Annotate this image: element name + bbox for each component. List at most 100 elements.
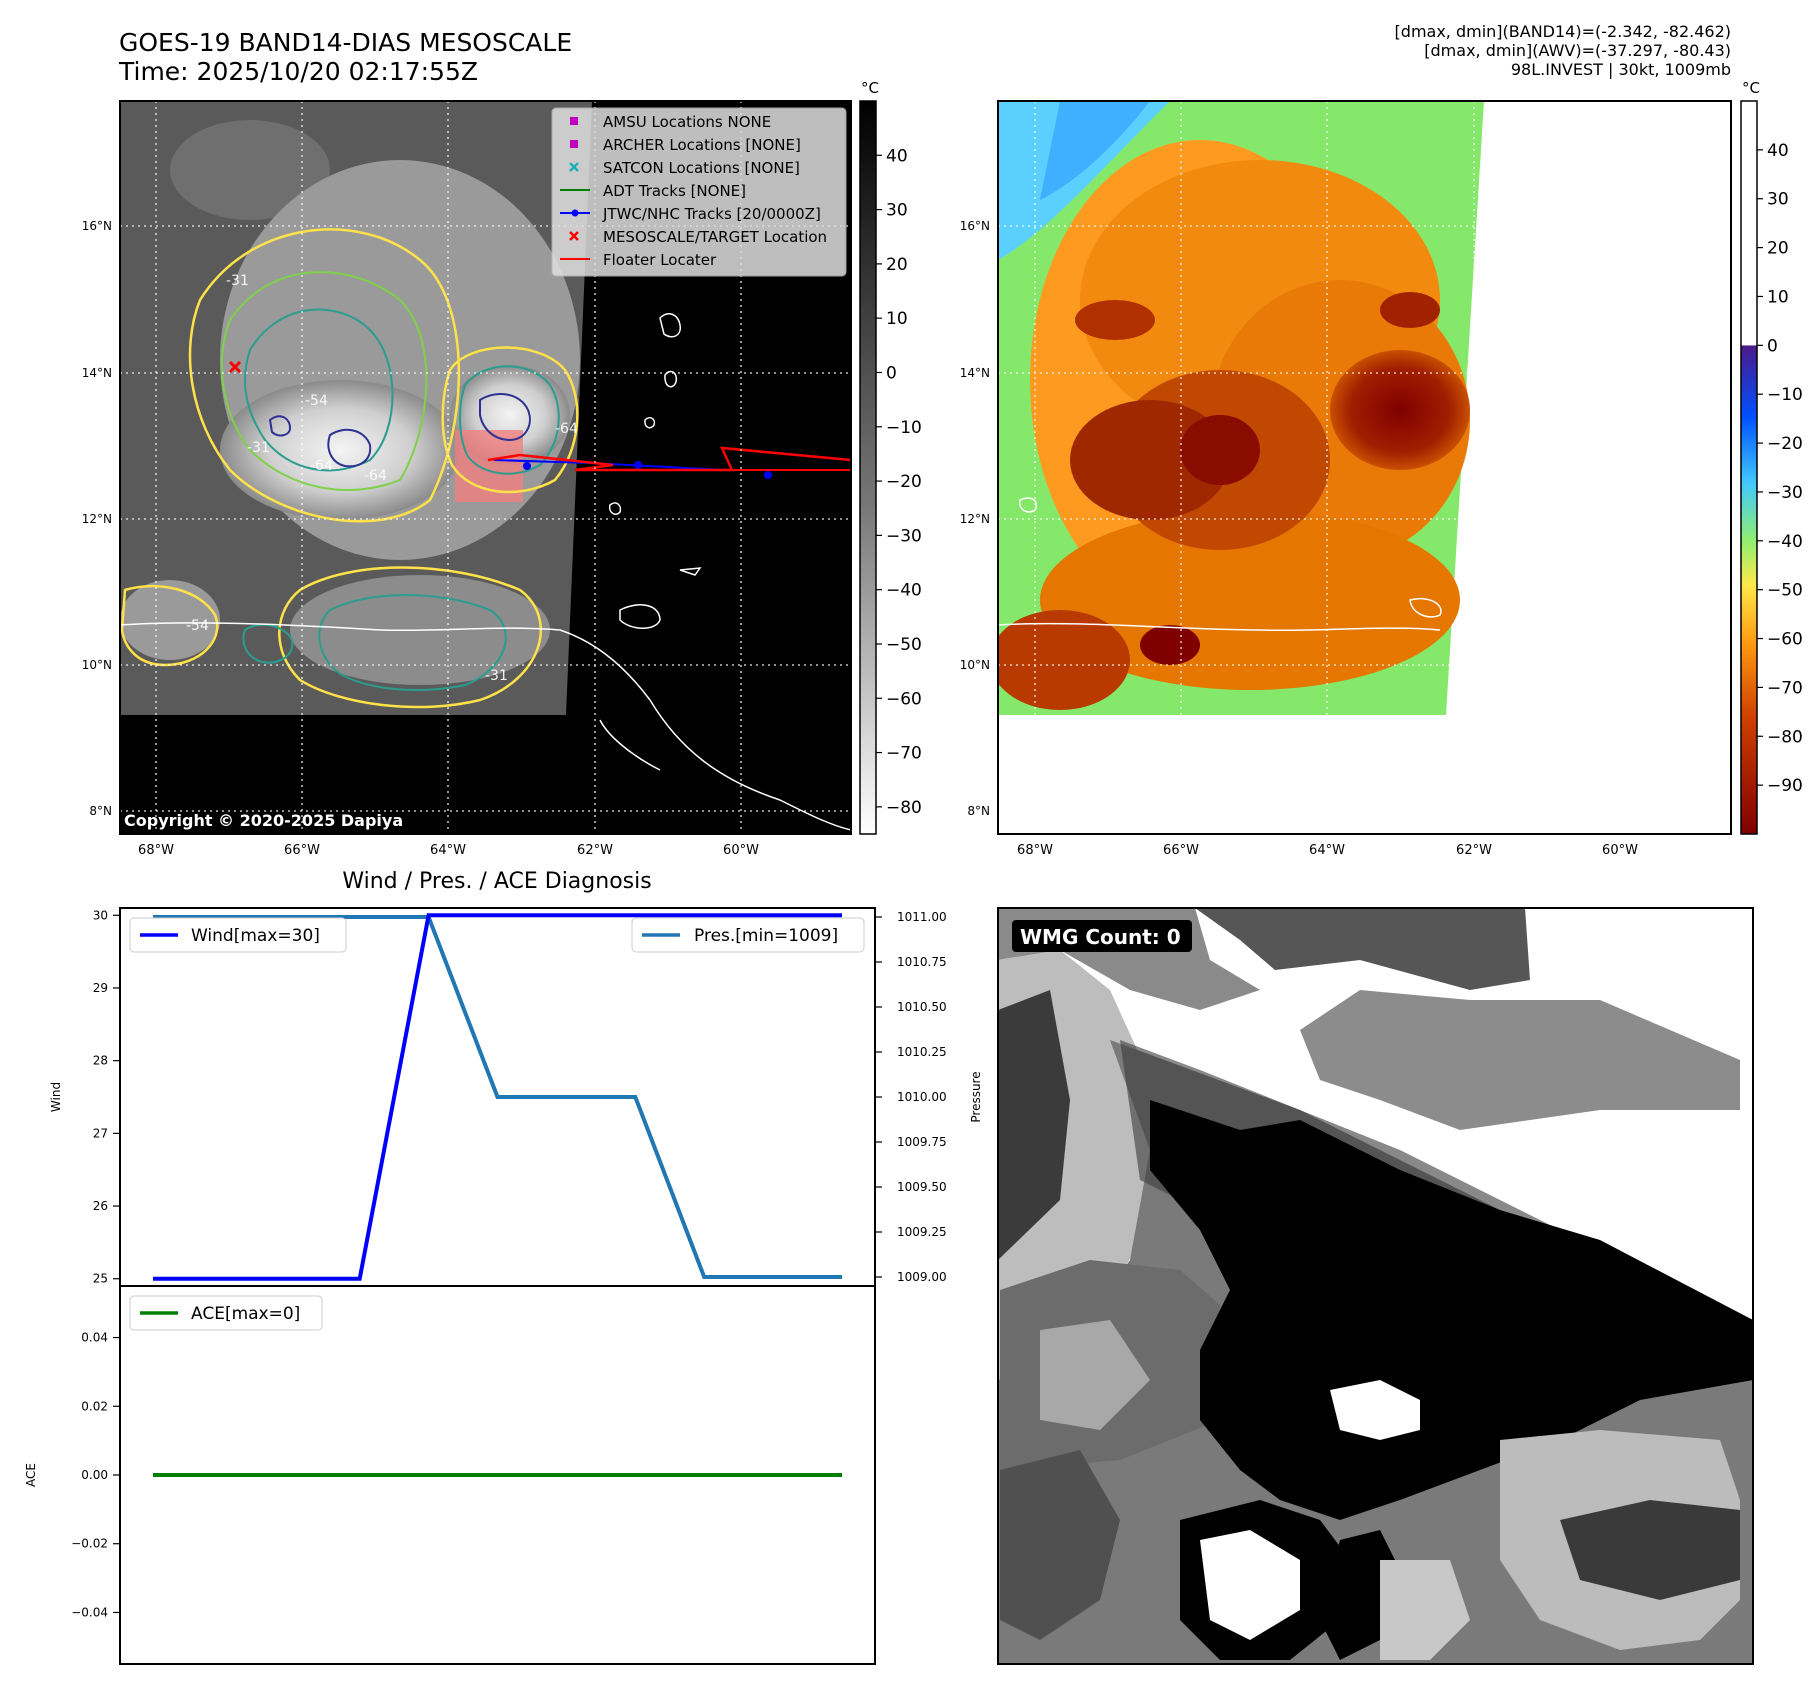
floater-locater-line [487,446,851,472]
lon-tick-label: 64°W [1309,843,1345,858]
lat-tick-label: 8°N [89,804,112,818]
lat-tick-label: 12°N [960,512,990,526]
colorbar-tick-label: −80 [886,798,922,818]
colorbar-tick-label: −10 [1767,385,1803,405]
ace-legend-label: ACE[max=0] [191,1304,300,1324]
colorbar-tick-label: 10 [1767,287,1789,307]
lat-tick-label: 14°N [82,366,112,380]
ace-legend: ACE[max=0] [129,1295,323,1331]
legend-label: SATCON Locations [NONE] [603,159,800,177]
lon-tick-label: 66°W [1163,843,1199,858]
colorbar-tick-label: 40 [1767,141,1789,161]
title-line-1: GOES-19 BAND14-DIAS MESOSCALE [119,28,573,57]
legend-label: JTWC/NHC Tracks [20/0000Z] [602,205,821,223]
pressure-tick-label: 1011.00 [897,910,947,924]
wind-tick-label: 25 [93,1272,108,1286]
colorbar-tick-label: 20 [1767,239,1789,259]
diagnosis-chart: Wind / Pres. / ACE Diagnosis Wind Pressu… [24,869,983,1665]
wind-tick-label: 28 [93,1054,108,1068]
lat-tick-label: 10°N [960,658,990,672]
figure-title: GOES-19 BAND14-DIAS MESOSCALE Time: 2025… [119,28,572,86]
contour-label: -64 [555,421,578,437]
lat-tick-label: 16°N [960,219,990,233]
title-line-2: Time: 2025/10/20 02:17:55Z [119,57,478,86]
wind-legend: Wind[max=30] [129,917,347,953]
wind-tick-label: 30 [93,908,108,922]
colorbar-tick-label: −80 [1767,727,1803,747]
lon-tick-label: 68°W [1017,843,1053,858]
wmg-panel: WMG Count: 0 [997,907,1754,1665]
contour-label: -31 [485,668,508,684]
colorbar-tick-label: −40 [886,581,922,601]
lat-tick-label: 8°N [967,804,990,818]
contour-label: -64 [364,468,387,484]
ir-legend: AMSU Locations NONE ARCHER Locations [NO… [551,107,847,277]
info-line-2: [dmax, dmin](AWV)=(-37.297, -80.43) [1424,41,1731,60]
wind-tick-label: 29 [93,981,108,995]
colorbar-tick-label: −70 [1767,678,1803,698]
jtwc-marker [560,209,590,217]
colorbar-tick-label: −50 [1767,581,1803,601]
colorbar-tick-label: −20 [1767,434,1803,454]
lon-tick-label: 66°W [284,843,320,858]
contour-label: -31 [226,273,249,289]
wind-axis-label: Wind [49,1082,63,1112]
mesoscale-target-marker [228,360,242,374]
pressure-tick-label: 1010.25 [897,1045,947,1059]
awv-dry-core [1330,350,1470,470]
ace-tick-label: 0.02 [81,1399,108,1413]
info-line-3: 98L.INVEST | 30kt, 1009mb [1510,60,1731,79]
awv-colorbar-unit: °C [1742,79,1760,97]
jtwc-track-point [523,462,531,470]
target-marker [569,231,579,241]
contour-label: -54 [305,393,328,409]
ir-lat-axis: 16°N 14°N 12°N 10°N 8°N [82,219,112,818]
pressure-legend: Pres.[min=1009] [631,917,865,953]
colorbar-tick-label: −70 [886,744,922,764]
contour-label: -64 [310,458,333,474]
awv-lon-axis: 68°W 66°W 64°W 62°W 60°W [1017,843,1638,858]
lat-tick-label: 10°N [82,658,112,672]
pressure-tick-label: 1009.50 [897,1180,947,1194]
legend-label: AMSU Locations NONE [603,113,771,131]
pressure-tick-label: 1009.75 [897,1135,947,1149]
ir-lon-axis: 68°W 66°W 64°W 62°W 60°W [138,843,759,858]
ace-axis-label: ACE [24,1463,38,1487]
lon-tick-label: 62°W [577,843,613,858]
colorbar-tick-label: 20 [886,255,908,275]
lat-tick-label: 16°N [82,219,112,233]
colorbar-tick-label: −10 [886,418,922,438]
pressure-tick-label: 1010.75 [897,955,947,969]
lon-tick-label: 60°W [723,843,759,858]
pressure-tick-label: 1009.00 [897,1270,947,1284]
legend-label: Floater Locater [603,251,717,269]
colorbar-tick-label: 0 [886,363,897,383]
colorbar-tick-label: −30 [1767,483,1803,503]
pressure-tick-label: 1010.50 [897,1000,947,1014]
ir-colorbar: °C 40 30 20 10 0 −10 −20 −30 −40 −50 −60 −70 −80 [859,79,922,835]
colorbar-tick-label: −50 [886,635,922,655]
ace-tick-label: 0.04 [81,1331,108,1345]
pressure-axis-label: Pressure [969,1071,983,1122]
copyright-text: Copyright © 2020-2025 Dapiya [124,811,403,830]
colorbar-tick-label: −60 [886,689,922,709]
colorbar-tick-label: 0 [1767,336,1778,356]
colorbar-tick-label: 30 [1767,190,1789,210]
storm-info: [dmax, dmin](BAND14)=(-2.342, -82.462) [… [1395,22,1731,79]
legend-label: ARCHER Locations [NONE] [603,136,801,154]
ace-tick-label: 0.00 [81,1468,108,1482]
wind-series-line [153,913,842,1281]
pressure-tick-label: 1009.25 [897,1225,947,1239]
info-line-1: [dmax, dmin](BAND14)=(-2.342, -82.462) [1394,22,1731,41]
chart-title: Wind / Pres. / ACE Diagnosis [342,869,651,894]
wmg-count-badge [1012,920,1192,952]
wmg-black-region [1150,1100,1753,1520]
legend-label: ADT Tracks [NONE] [603,182,746,200]
colorbar-tick-label: −40 [1767,532,1803,552]
pressure-legend-label: Pres.[min=1009] [694,926,838,946]
colorbar-tick-label: 10 [886,309,908,329]
wmg-count-label: WMG Count: 0 [1020,925,1181,949]
lon-tick-label: 60°W [1602,843,1638,858]
awv-gridlines [998,101,1731,834]
